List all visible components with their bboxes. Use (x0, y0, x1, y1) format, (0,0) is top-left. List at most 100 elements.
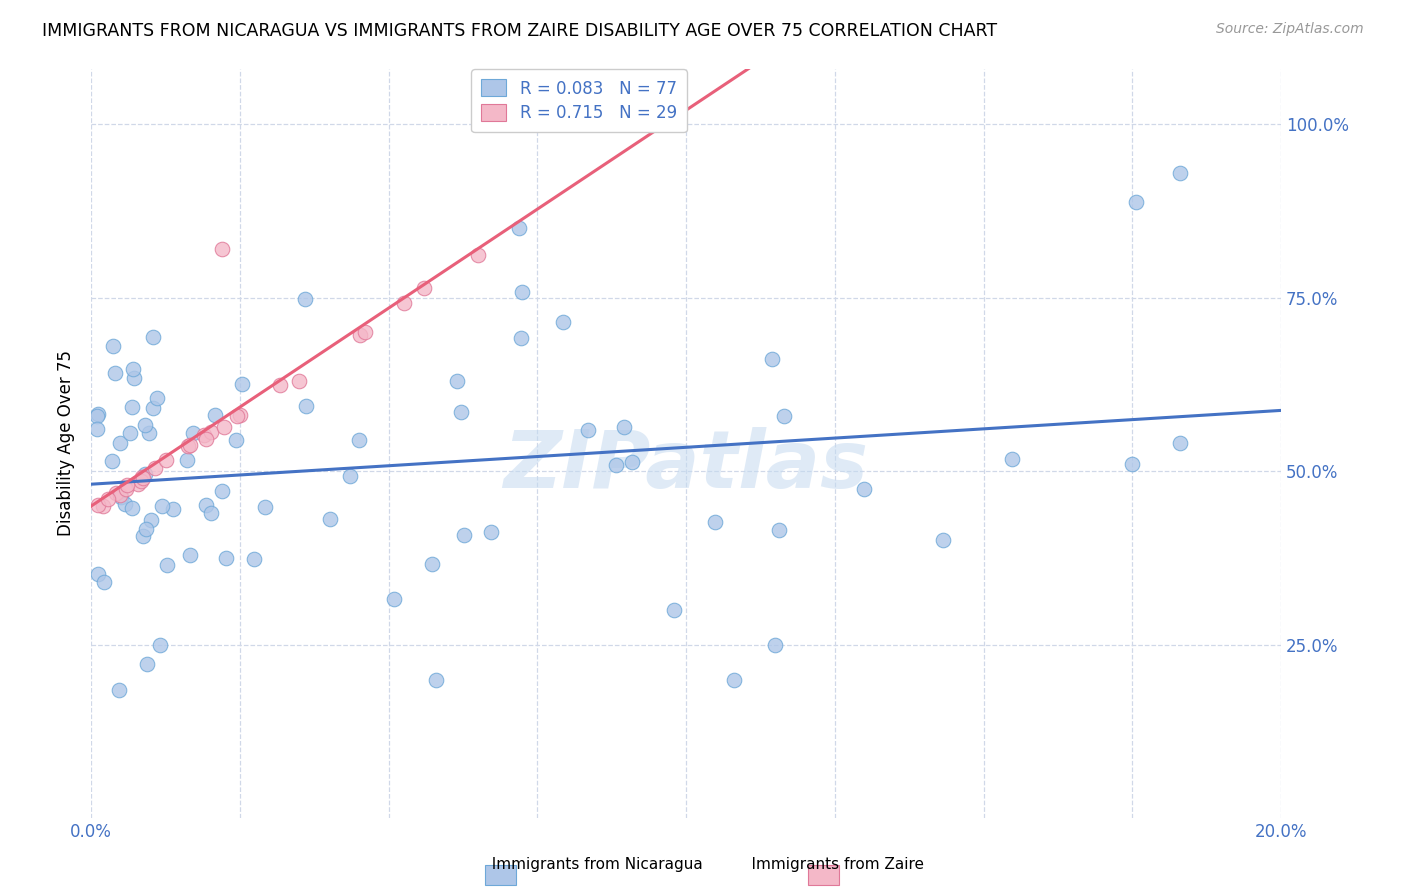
Point (269, 378, 291, 392)
Point (605, 458, 627, 472)
Point (156, 558, 179, 573)
Point (1170, 435, 1192, 450)
Point (135, 523, 157, 537)
Point (420, 557, 443, 571)
Point (467, 248, 489, 262)
Point (134, 467, 156, 482)
Point (613, 420, 636, 434)
Point (117, 477, 139, 491)
Point (150, 500, 173, 514)
Point (413, 281, 436, 295)
Text: Immigrants from Nicaragua          Immigrants from Zaire: Immigrants from Nicaragua Immigrants fro… (482, 857, 924, 872)
Point (108, 683, 131, 698)
Point (194, 432, 217, 446)
Text: Source: ZipAtlas.com: Source: ZipAtlas.com (1216, 22, 1364, 37)
Point (118, 426, 141, 441)
Point (121, 362, 143, 376)
Point (339, 469, 361, 483)
Point (103, 366, 125, 380)
Point (87, 407, 110, 421)
Point (510, 331, 533, 345)
Point (349, 327, 371, 342)
Point (108, 435, 131, 450)
Point (1168, 166, 1191, 180)
Legend: R = 0.083   N = 77, R = 0.715   N = 29: R = 0.083 N = 77, R = 0.715 N = 29 (471, 70, 686, 132)
Point (204, 408, 226, 422)
Point (131, 529, 153, 543)
Point (110, 490, 132, 504)
Point (162, 502, 184, 516)
Point (200, 425, 222, 439)
Point (86, 421, 108, 435)
Point (551, 315, 574, 329)
Text: ZIPatlas: ZIPatlas (503, 427, 869, 505)
Point (87, 567, 110, 582)
Point (394, 295, 416, 310)
Point (852, 482, 875, 496)
Point (132, 470, 155, 484)
Point (155, 452, 177, 467)
Point (354, 325, 377, 339)
Point (450, 405, 472, 419)
Point (768, 523, 790, 537)
Point (1125, 194, 1147, 209)
Point (253, 500, 276, 515)
Point (176, 453, 198, 467)
Point (288, 374, 311, 388)
Point (138, 425, 160, 440)
Point (1000, 452, 1022, 467)
Point (510, 285, 533, 299)
Point (97, 491, 120, 506)
Point (93, 574, 115, 589)
Point (662, 603, 685, 617)
Point (382, 592, 405, 607)
Point (347, 433, 370, 447)
Point (773, 409, 796, 424)
Point (87, 499, 110, 513)
Point (114, 497, 136, 511)
Point (226, 409, 249, 423)
Point (145, 461, 167, 475)
Point (508, 221, 530, 235)
Point (200, 506, 222, 520)
Point (131, 469, 153, 483)
Point (101, 339, 124, 353)
Point (146, 391, 169, 405)
Point (932, 533, 955, 547)
Point (229, 409, 252, 423)
Point (703, 515, 725, 529)
Point (114, 482, 136, 496)
Point (479, 524, 502, 539)
Text: IMMIGRANTS FROM NICARAGUA VS IMMIGRANTS FROM ZAIRE DISABILITY AGE OVER 75 CORREL: IMMIGRANTS FROM NICARAGUA VS IMMIGRANTS … (42, 22, 997, 40)
Point (141, 513, 163, 527)
Point (211, 483, 233, 498)
Point (446, 374, 468, 388)
Point (294, 292, 316, 306)
Point (761, 351, 783, 366)
Point (194, 498, 217, 512)
Point (142, 401, 165, 415)
Point (621, 454, 644, 468)
Point (193, 427, 215, 442)
Point (121, 400, 143, 414)
Point (319, 512, 342, 526)
Point (86, 409, 108, 423)
Point (214, 420, 236, 434)
Point (121, 501, 143, 516)
Point (242, 551, 264, 566)
Point (177, 439, 200, 453)
Point (108, 487, 131, 501)
Point (576, 423, 599, 437)
Point (231, 376, 253, 391)
Point (453, 527, 475, 541)
Point (294, 399, 316, 413)
Point (215, 550, 238, 565)
Point (763, 638, 786, 652)
Point (179, 438, 201, 452)
Point (129, 474, 152, 488)
Point (1121, 458, 1143, 472)
Point (425, 673, 447, 687)
Point (181, 426, 204, 441)
Point (136, 657, 159, 671)
Y-axis label: Disability Age Over 75: Disability Age Over 75 (58, 351, 75, 536)
